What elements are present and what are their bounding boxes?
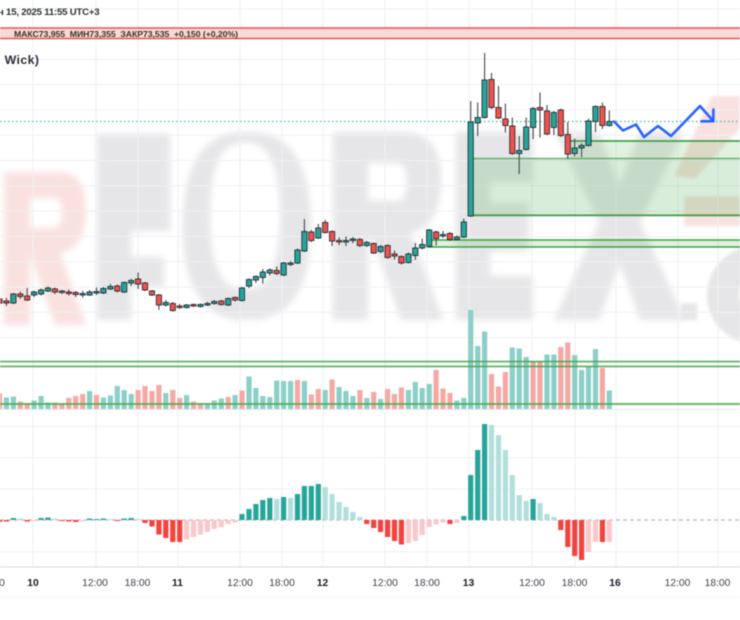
svg-text:10: 10 (27, 578, 39, 589)
svg-text:18:00: 18:00 (125, 578, 151, 589)
svg-text:12:00: 12:00 (82, 578, 108, 589)
svg-text:12:00: 12:00 (372, 578, 398, 589)
svg-text:0: 0 (0, 578, 5, 589)
svg-text:13: 13 (463, 578, 475, 589)
svg-text:МАКС73,955 МИН73,355 ЗАКР73,: МАКС73,955 МИН73,355 ЗАКР73,535 +0,150 (… (14, 29, 238, 39)
svg-text:12:00: 12:00 (227, 578, 253, 589)
svg-text:18:00: 18:00 (705, 578, 731, 589)
svg-text:18:00: 18:00 (562, 578, 588, 589)
svg-text:н 15, 2025 11:55 UTC+3: н 15, 2025 11:55 UTC+3 (0, 7, 99, 18)
svg-text:18:00: 18:00 (269, 578, 295, 589)
svg-text:12:00: 12:00 (519, 578, 545, 589)
svg-text:12:00: 12:00 (665, 578, 691, 589)
svg-text:18:00: 18:00 (414, 578, 440, 589)
svg-text:12: 12 (317, 578, 329, 589)
svg-text:16: 16 (609, 578, 621, 589)
svg-text:, Wick): , Wick) (0, 53, 39, 67)
svg-text:11: 11 (172, 578, 183, 589)
